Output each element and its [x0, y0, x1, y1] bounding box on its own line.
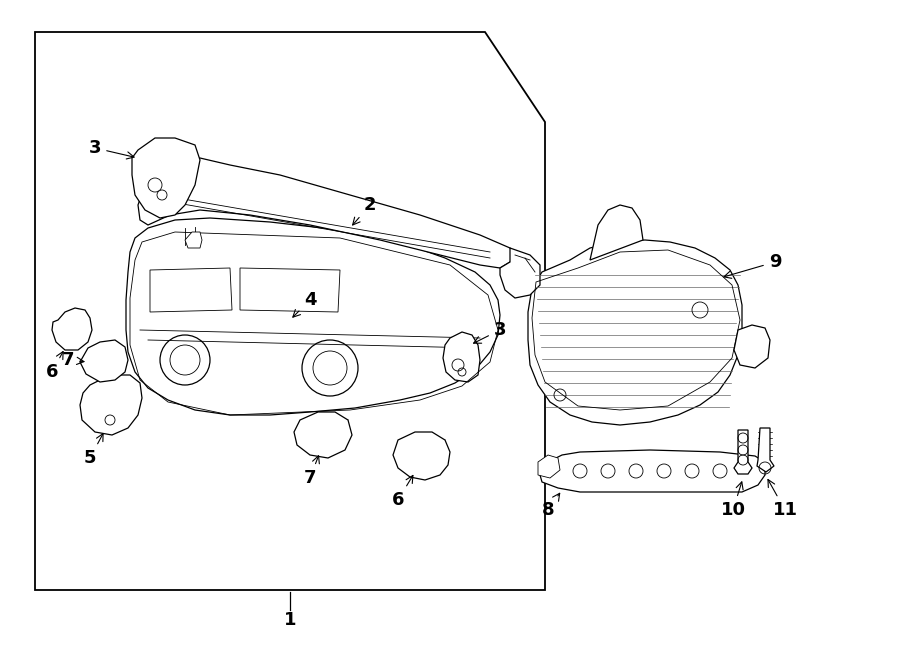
Text: 3: 3 — [473, 321, 506, 343]
Polygon shape — [80, 375, 142, 435]
Polygon shape — [132, 138, 200, 218]
Polygon shape — [540, 450, 765, 492]
Text: 5: 5 — [84, 434, 104, 467]
Polygon shape — [185, 232, 202, 248]
Text: 6: 6 — [46, 352, 63, 381]
Polygon shape — [52, 308, 92, 350]
Text: 7: 7 — [304, 455, 320, 487]
Polygon shape — [80, 340, 128, 382]
Polygon shape — [150, 268, 232, 312]
Polygon shape — [138, 158, 515, 268]
Text: 10: 10 — [721, 482, 745, 519]
Text: 8: 8 — [542, 493, 560, 519]
Text: 11: 11 — [768, 479, 797, 519]
Polygon shape — [500, 248, 540, 298]
Polygon shape — [528, 240, 742, 425]
Polygon shape — [734, 430, 752, 474]
Text: 6: 6 — [392, 475, 413, 509]
Polygon shape — [240, 268, 340, 312]
Polygon shape — [35, 32, 545, 590]
Circle shape — [157, 190, 167, 200]
Polygon shape — [393, 432, 450, 480]
Text: 7: 7 — [62, 351, 84, 369]
Polygon shape — [757, 428, 774, 472]
Polygon shape — [734, 325, 770, 368]
Text: 1: 1 — [284, 611, 296, 629]
Polygon shape — [294, 412, 352, 458]
Text: 3: 3 — [89, 139, 134, 159]
Text: 4: 4 — [292, 291, 316, 317]
Text: 9: 9 — [724, 253, 781, 278]
Polygon shape — [126, 218, 500, 415]
Text: 2: 2 — [353, 196, 376, 225]
Polygon shape — [590, 205, 643, 260]
Polygon shape — [538, 455, 560, 478]
Polygon shape — [443, 332, 480, 382]
